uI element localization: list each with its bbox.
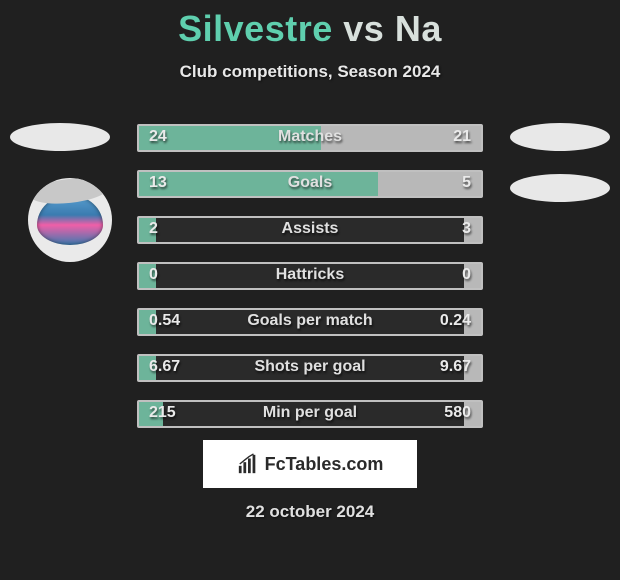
stat-value-left: 0 bbox=[149, 266, 158, 284]
player2-team-placeholder bbox=[510, 174, 610, 202]
stat-value-right: 0 bbox=[462, 266, 471, 284]
stat-label: Goals bbox=[139, 174, 481, 192]
stat-value-right: 5 bbox=[462, 174, 471, 192]
vs-text: vs bbox=[343, 8, 384, 49]
stat-value-left: 6.67 bbox=[149, 358, 180, 376]
stat-value-right: 0.24 bbox=[440, 312, 471, 330]
stat-value-right: 3 bbox=[462, 220, 471, 238]
player1-team-badge bbox=[28, 178, 112, 262]
stat-value-right: 9.67 bbox=[440, 358, 471, 376]
chart-icon bbox=[237, 453, 259, 475]
brand-text: FcTables.com bbox=[265, 454, 384, 475]
stats-bars-container: Matches24 21 Goals13 5 Assists2 3 Hattricks0 0 G… bbox=[137, 124, 483, 446]
competition-subtitle: Club competitions, Season 2024 bbox=[0, 62, 620, 82]
stat-label: Assists bbox=[139, 220, 481, 238]
stat-row: Assists2 3 bbox=[137, 216, 483, 244]
stat-row: Matches24 21 bbox=[137, 124, 483, 152]
stat-value-left: 24 bbox=[149, 128, 167, 146]
stat-row: Min per goal215 580 bbox=[137, 400, 483, 428]
stat-label: Min per goal bbox=[139, 404, 481, 422]
team-badge-icon bbox=[37, 195, 103, 245]
stat-value-left: 0.54 bbox=[149, 312, 180, 330]
stat-value-left: 215 bbox=[149, 404, 176, 422]
player1-name: Silvestre bbox=[178, 8, 333, 49]
stat-row: Hattricks0 0 bbox=[137, 262, 483, 290]
player2-avatar-placeholder bbox=[510, 123, 610, 151]
player2-name: Na bbox=[395, 8, 442, 49]
player1-avatar-placeholder bbox=[10, 123, 110, 151]
brand-footer: FcTables.com bbox=[203, 440, 417, 488]
stat-row: Goals13 5 bbox=[137, 170, 483, 198]
comparison-title: Silvestre vs Na bbox=[0, 0, 620, 50]
date-text: 22 october 2024 bbox=[0, 502, 620, 522]
stat-row: Shots per goal6.67 9.67 bbox=[137, 354, 483, 382]
stat-label: Goals per match bbox=[139, 312, 481, 330]
stat-label: Hattricks bbox=[139, 266, 481, 284]
stat-value-right: 580 bbox=[444, 404, 471, 422]
stat-value-right: 21 bbox=[453, 128, 471, 146]
stat-row: Goals per match0.54 0.24 bbox=[137, 308, 483, 336]
stat-value-left: 13 bbox=[149, 174, 167, 192]
stat-label: Matches bbox=[139, 128, 481, 146]
stat-value-left: 2 bbox=[149, 220, 158, 238]
stat-label: Shots per goal bbox=[139, 358, 481, 376]
